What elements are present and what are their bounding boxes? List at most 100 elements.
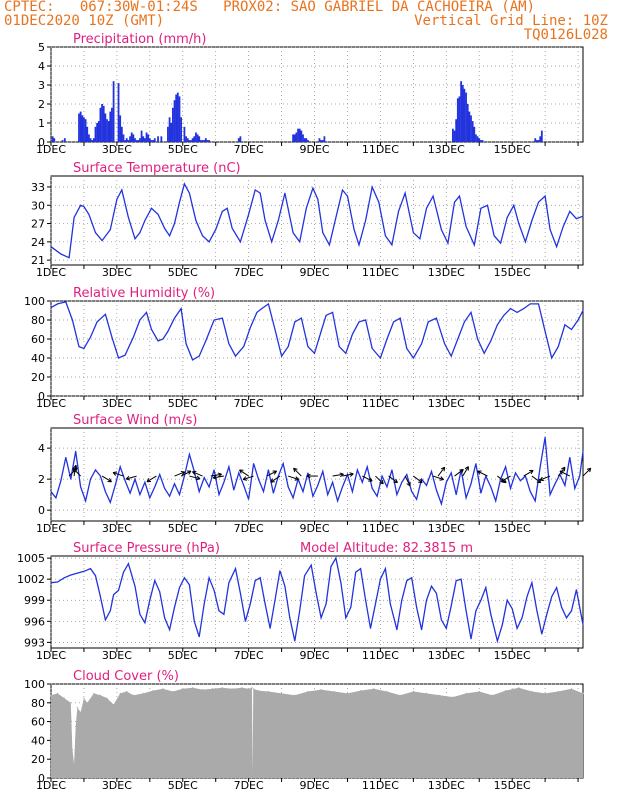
press-point <box>511 608 513 610</box>
precip-xtick-label: 9DEC <box>299 143 329 156</box>
rh-point <box>71 319 73 321</box>
precip-bar <box>190 140 192 142</box>
press-point <box>183 577 185 579</box>
press-point <box>575 589 577 591</box>
wind-point <box>262 491 264 493</box>
temp-point <box>231 227 233 229</box>
cloud-point <box>570 688 573 690</box>
wind-arrow <box>523 469 534 477</box>
precip-bar <box>475 134 477 142</box>
cloud-ytick-label: 80 <box>31 697 45 710</box>
temp-point <box>486 204 488 206</box>
temp-point <box>569 210 571 212</box>
precip-bar <box>127 140 130 142</box>
cloud-xtick-label: 11DEC <box>362 779 399 792</box>
temp-point <box>346 195 348 197</box>
wind-point <box>277 475 279 477</box>
press-point <box>496 640 498 642</box>
cloud-point <box>518 687 520 689</box>
press-xtick-label: 3DEC <box>102 649 132 662</box>
precip-bar <box>122 134 125 142</box>
wind-ytick-label: 2 <box>38 473 45 486</box>
rh-point <box>421 343 423 345</box>
wind-arrow <box>293 467 302 477</box>
temp-point <box>562 226 564 228</box>
wind-point <box>366 466 368 468</box>
press-point <box>389 603 391 605</box>
precip-bar <box>134 138 136 142</box>
temp-point <box>109 229 111 231</box>
wind-point <box>574 487 576 489</box>
cloud-area <box>51 687 583 778</box>
press-point <box>582 624 584 626</box>
wind-ytick-label: 0 <box>38 504 45 517</box>
temp-ytick-label: 27 <box>31 218 45 231</box>
press-point <box>299 610 301 612</box>
precip-bar <box>186 138 189 142</box>
rh-point <box>351 333 353 335</box>
model-code: TQ0126L028 <box>523 27 608 43</box>
press-point <box>134 585 136 587</box>
wind-point <box>119 466 121 468</box>
rh-xtick-label: 7DEC <box>234 397 264 410</box>
rh-xtick-label: 1DEC <box>36 397 66 410</box>
rh-point <box>213 319 215 321</box>
press-point <box>223 613 225 615</box>
cloud-point <box>294 694 296 696</box>
precip-bar <box>206 140 209 142</box>
rh-point <box>570 329 572 330</box>
rh-point <box>523 308 525 310</box>
temp-point <box>271 241 273 243</box>
press-xtick-label: 9DEC <box>299 649 329 662</box>
press-ytick-label: 993 <box>24 636 45 649</box>
press-point <box>315 592 317 594</box>
wind-point <box>139 494 141 496</box>
rh-ytick-label: 40 <box>31 352 45 365</box>
press-point <box>208 577 210 579</box>
precip-bar <box>87 134 90 142</box>
wind-arrow <box>270 475 281 483</box>
press-point <box>541 633 543 635</box>
press-point <box>57 581 59 583</box>
temp-point <box>480 207 482 209</box>
wind-arrow <box>388 475 398 484</box>
temp-point <box>101 240 103 242</box>
press-point <box>203 603 205 605</box>
temp-point <box>500 242 502 244</box>
precip-bar <box>193 136 196 142</box>
precip-bar <box>196 134 199 142</box>
wind-point <box>267 469 269 471</box>
wind-point <box>60 480 62 482</box>
precip-bar <box>323 136 326 142</box>
press-xtick-label: 15DEC <box>494 649 531 662</box>
precip-bar <box>303 138 306 142</box>
wind-point <box>312 495 314 497</box>
press-point <box>435 592 437 594</box>
rh-point <box>300 317 302 319</box>
station-header: CPTEC: 067:30W-01:24S PROX02: SAO GABRIE… <box>4 0 536 15</box>
rh-point <box>146 311 148 313</box>
wind-point <box>445 481 447 483</box>
precip-bar <box>237 138 240 142</box>
rh-point <box>399 317 401 319</box>
precip-bar <box>470 115 472 142</box>
precip-bar <box>102 105 105 142</box>
precip-bar <box>142 136 145 142</box>
precip-bar <box>130 132 133 142</box>
rh-point <box>294 321 296 323</box>
wind-point <box>203 477 205 479</box>
temp-point <box>174 223 176 225</box>
cloud-point <box>201 689 204 691</box>
wind-point <box>381 475 383 477</box>
wind-point <box>490 486 492 488</box>
precip-bar <box>129 136 131 142</box>
press-point <box>521 617 523 619</box>
press-ytick-label: 1002 <box>17 573 45 586</box>
press-point <box>350 606 352 608</box>
precip-bar <box>201 140 204 142</box>
wind-point <box>65 456 67 458</box>
press-point <box>274 599 276 601</box>
wind-point <box>302 491 304 493</box>
rh-point <box>503 314 505 316</box>
wind-point <box>510 487 512 489</box>
